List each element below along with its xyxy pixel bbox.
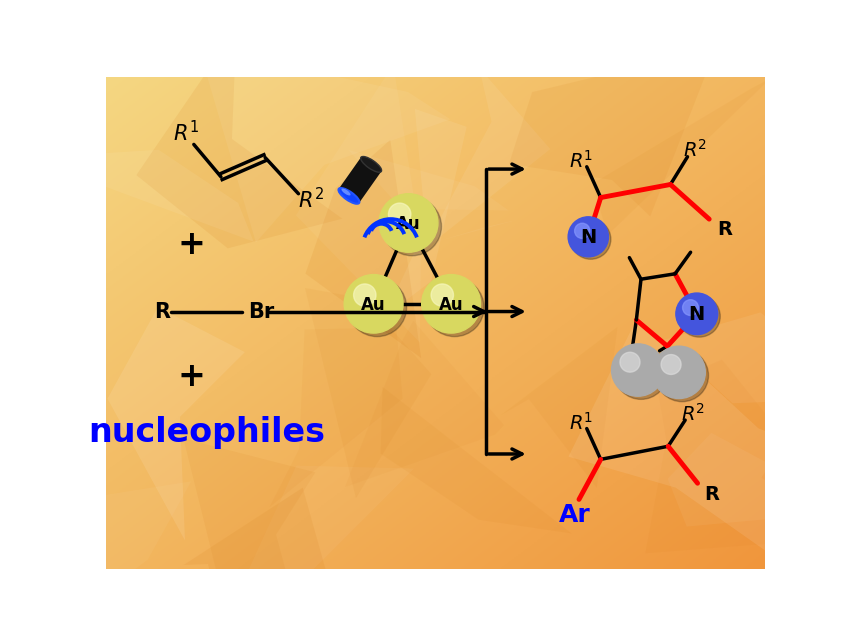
Ellipse shape [338, 188, 360, 204]
Circle shape [344, 275, 403, 333]
Text: Ar: Ar [559, 503, 591, 527]
Polygon shape [592, 78, 771, 235]
Text: R: R [154, 302, 170, 321]
Polygon shape [136, 50, 343, 249]
Circle shape [568, 217, 609, 257]
Polygon shape [199, 47, 450, 243]
Circle shape [382, 197, 441, 256]
Circle shape [575, 223, 590, 238]
Text: N: N [688, 305, 705, 324]
Polygon shape [305, 140, 421, 358]
Polygon shape [184, 488, 346, 639]
Text: $R^1$: $R^1$ [570, 150, 593, 171]
Circle shape [570, 219, 611, 259]
Text: +: + [178, 360, 206, 394]
Circle shape [388, 203, 411, 226]
Polygon shape [381, 387, 571, 534]
Circle shape [676, 293, 717, 335]
Text: R: R [717, 220, 732, 240]
Polygon shape [339, 157, 382, 203]
Text: +: + [178, 228, 206, 261]
Text: Au: Au [396, 215, 421, 233]
Text: $R^1$: $R^1$ [173, 119, 199, 144]
Polygon shape [569, 317, 819, 552]
Circle shape [615, 347, 667, 399]
Circle shape [354, 284, 376, 306]
Text: Au: Au [361, 296, 386, 314]
Text: $R^2$: $R^2$ [683, 139, 707, 161]
Text: Au: Au [439, 296, 463, 314]
Circle shape [348, 278, 406, 337]
Circle shape [431, 284, 454, 306]
Ellipse shape [360, 157, 382, 173]
Polygon shape [664, 312, 850, 403]
Text: R: R [704, 484, 719, 504]
Circle shape [656, 350, 709, 402]
Polygon shape [348, 150, 508, 210]
Text: $R^1$: $R^1$ [570, 412, 593, 433]
Ellipse shape [342, 189, 350, 196]
Circle shape [653, 346, 706, 399]
Text: N: N [581, 228, 597, 247]
Polygon shape [296, 65, 421, 343]
Polygon shape [509, 48, 716, 217]
Circle shape [611, 344, 664, 396]
Polygon shape [436, 220, 514, 242]
Text: $R^2$: $R^2$ [298, 187, 324, 213]
Polygon shape [184, 438, 315, 612]
Polygon shape [423, 68, 550, 250]
Circle shape [678, 296, 720, 337]
Text: $R^2$: $R^2$ [681, 403, 705, 425]
Text: Br: Br [248, 302, 275, 321]
Circle shape [422, 275, 480, 333]
Polygon shape [668, 433, 813, 527]
Polygon shape [80, 150, 253, 242]
Text: nucleophiles: nucleophiles [88, 416, 326, 449]
Circle shape [661, 355, 681, 374]
Circle shape [620, 352, 640, 372]
Polygon shape [305, 288, 431, 498]
Polygon shape [269, 327, 403, 507]
Polygon shape [384, 109, 467, 317]
Circle shape [425, 278, 484, 337]
Polygon shape [107, 307, 245, 541]
Circle shape [379, 194, 438, 252]
Circle shape [683, 300, 699, 316]
Polygon shape [502, 327, 618, 488]
